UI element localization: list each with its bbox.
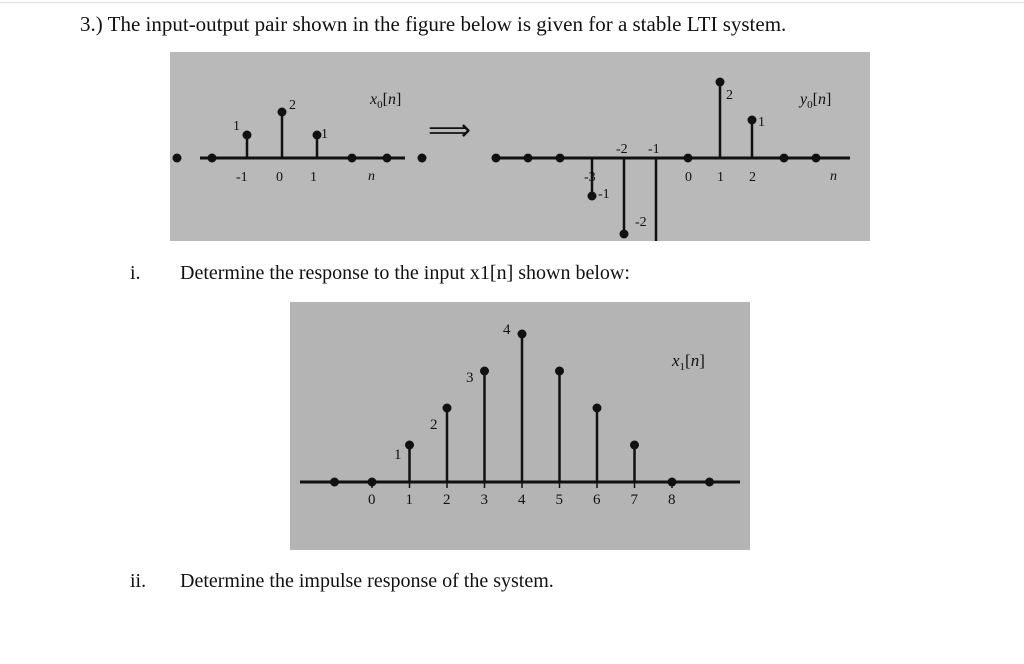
x0-n-label: n (368, 169, 375, 184)
x1-value-label-4: 4 (503, 322, 511, 338)
x1-value-label-2: 2 (430, 417, 438, 433)
question-number: 3.) (80, 12, 103, 36)
x0-sample-point (417, 153, 427, 163)
x1-signal-label: x1[n] (671, 351, 705, 373)
part-i-text: Determine the response to the input x1[n… (180, 262, 630, 284)
y0-tick-0: 0 (685, 170, 692, 185)
y0-value-label-2: 2 (726, 88, 733, 103)
y0-sample-point (683, 153, 693, 163)
part-ii-text: Determine the impulse response of the sy… (180, 570, 554, 592)
y0-value-label-neg1: -1 (598, 187, 610, 202)
y0-value-label-neg3: -3 (584, 170, 596, 185)
x1-sample-point (480, 366, 489, 376)
x1-tick-label: 2 (443, 492, 451, 508)
x1-value-label-3: 3 (466, 370, 474, 386)
figure-x1: x1[n] 0 1 2 3 4 5 6 7 8 1 2 3 4 (290, 302, 750, 550)
x1-tick-label: 0 (368, 492, 376, 508)
x1-sample-point (705, 477, 714, 487)
y0-sample-point (619, 229, 629, 239)
x1-sample-point (517, 329, 527, 339)
y0-sample-point (523, 153, 533, 163)
x1-sample-point (405, 440, 414, 450)
top-rule (0, 2, 1024, 3)
y0-sample-point (747, 115, 757, 125)
x1-sample-point (555, 366, 564, 376)
part-ii-number: ii. (130, 570, 147, 592)
y0-sample-point (779, 153, 789, 163)
x0-sample-point (277, 107, 287, 117)
implies-arrow: ⟹ (428, 114, 471, 147)
x1-sample-point (442, 403, 452, 413)
y0-value-label-1: 1 (758, 115, 765, 130)
x1-sample-point (630, 440, 639, 450)
x1-tick-label: 1 (406, 492, 414, 508)
x1-tick-label: 8 (668, 492, 676, 508)
y0-tick-1: 1 (717, 170, 724, 185)
x0-signal-label: x0[n] (369, 91, 401, 111)
x1-sample-point (592, 403, 602, 413)
x0-sample-point (242, 130, 252, 140)
part-i-number: i. (130, 262, 141, 284)
x1-tick-label: 7 (631, 492, 639, 508)
x1-tick-label: 3 (481, 492, 489, 508)
x0-sample-point (347, 153, 357, 163)
y0-tick--1: -1 (648, 142, 660, 157)
x0-tick-1: 1 (310, 170, 317, 185)
x0-sample-point (312, 130, 322, 140)
figure1-background (170, 52, 870, 241)
figure1-svg: n x0[n] -1 0 1 1 2 1 ⟹ n y0[n] -2 -1 0 1… (170, 52, 870, 241)
y0-tick-2: 2 (749, 170, 756, 185)
question-text: The input-output pair shown in the figur… (107, 12, 787, 36)
x0-value-label-2: 2 (289, 98, 296, 113)
x0-sample-point (382, 153, 392, 163)
y0-sample-point (491, 153, 501, 163)
x0-sample-point (172, 153, 182, 163)
x0-value-label-1: 1 (233, 119, 240, 134)
y0-n-label: n (830, 169, 837, 184)
x0-tick--1: -1 (236, 170, 248, 185)
figure2-background (290, 302, 750, 550)
y0-value-label-neg2: -2 (635, 215, 647, 230)
figure-input-output-pair: n x0[n] -1 0 1 1 2 1 ⟹ n y0[n] -2 -1 0 1… (170, 52, 870, 241)
x1-value-label-1: 1 (394, 447, 402, 463)
x0-tick-0: 0 (276, 170, 283, 185)
y0-sample-point (587, 191, 597, 201)
y0-sample-point (555, 153, 565, 163)
x1-tick-label: 6 (593, 492, 601, 508)
y0-sample-point (811, 153, 821, 163)
question-title: 3.) The input-output pair shown in the f… (80, 12, 786, 37)
y0-tick--2: -2 (616, 142, 628, 157)
x0-value-label-3: 1 (321, 127, 328, 142)
x1-tick-label: 4 (518, 492, 526, 508)
y0-sample-point (715, 77, 725, 87)
x1-sample-point (330, 477, 339, 487)
y0-signal-label: y0[n] (798, 91, 831, 111)
figure2-svg: x1[n] 0 1 2 3 4 5 6 7 8 1 2 3 4 (290, 302, 750, 550)
x0-sample-point (207, 153, 217, 163)
x1-tick-label: 5 (556, 492, 564, 508)
